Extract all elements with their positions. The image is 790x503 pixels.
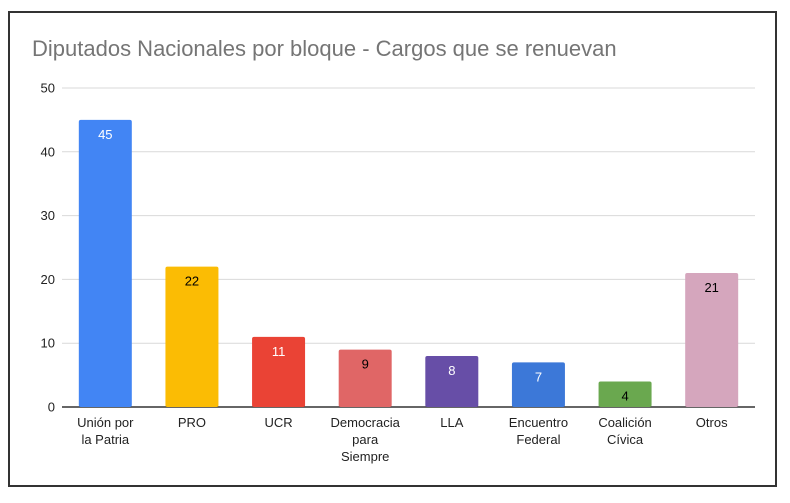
- y-tick-label: 30: [41, 208, 55, 223]
- data-label: 7: [535, 369, 542, 384]
- bar: [598, 381, 652, 407]
- x-tick-label: UCR: [264, 415, 292, 430]
- x-tick-label: Cívica: [607, 432, 644, 447]
- data-label: 45: [98, 127, 112, 142]
- bar: [511, 362, 565, 407]
- y-tick-label: 40: [41, 144, 55, 159]
- data-label: 22: [185, 274, 199, 289]
- x-tick-label: Democracia: [331, 415, 401, 430]
- data-label: 8: [448, 363, 455, 378]
- bar: [165, 266, 219, 407]
- x-tick-label: PRO: [178, 415, 206, 430]
- y-tick-label: 20: [41, 272, 55, 287]
- data-label: 4: [621, 388, 628, 403]
- y-tick-label: 50: [41, 81, 55, 96]
- x-tick-label: Otros: [696, 415, 728, 430]
- x-tick-label: Federal: [516, 432, 560, 447]
- x-tick-label: Encuentro: [509, 415, 568, 430]
- data-label: 9: [362, 357, 369, 372]
- bar: [685, 273, 739, 407]
- x-tick-label: para: [352, 432, 379, 447]
- bar: [425, 355, 479, 407]
- bar: [252, 336, 306, 407]
- data-label: 21: [704, 280, 718, 295]
- x-tick-label: Coalición: [598, 415, 651, 430]
- data-label: 11: [272, 344, 286, 359]
- x-tick-label: la Patria: [81, 432, 129, 447]
- bar: [78, 119, 132, 408]
- y-tick-label: 0: [48, 400, 55, 415]
- x-tick-label: LLA: [440, 415, 463, 430]
- y-tick-label: 10: [41, 336, 55, 351]
- bar: [338, 349, 392, 407]
- x-tick-label: Unión por: [77, 415, 134, 430]
- chart-title: Diputados Nacionales por bloque - Cargos…: [32, 36, 617, 61]
- x-tick-label: Siempre: [341, 449, 389, 464]
